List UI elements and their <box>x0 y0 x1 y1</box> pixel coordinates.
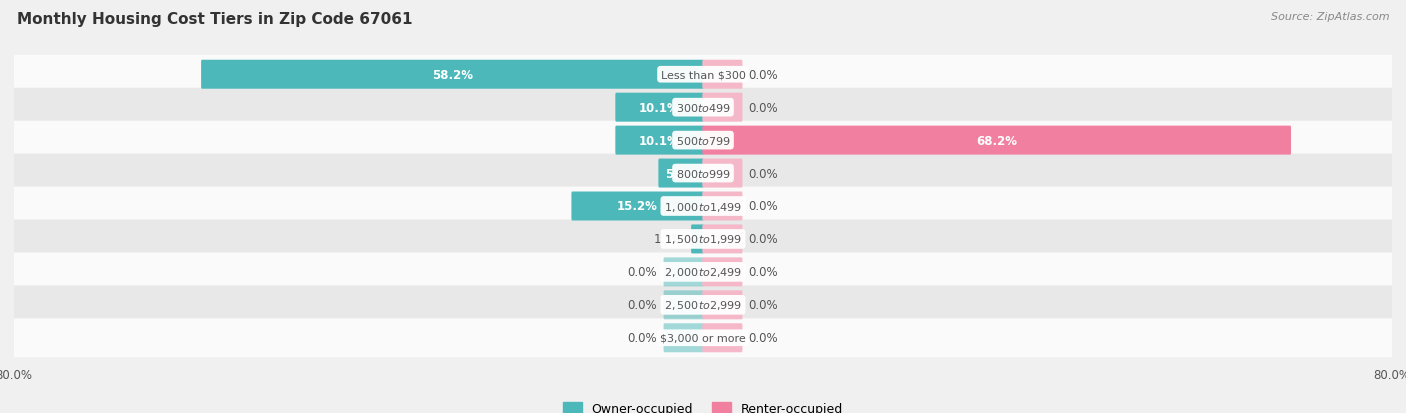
Text: 0.0%: 0.0% <box>748 332 779 344</box>
Text: $2,500 to $2,999: $2,500 to $2,999 <box>664 299 742 311</box>
FancyBboxPatch shape <box>13 154 1393 193</box>
FancyBboxPatch shape <box>201 61 703 90</box>
FancyBboxPatch shape <box>13 286 1393 325</box>
Text: 0.0%: 0.0% <box>627 299 658 311</box>
Text: 5.1%: 5.1% <box>665 167 697 180</box>
FancyBboxPatch shape <box>703 258 742 287</box>
FancyBboxPatch shape <box>571 192 703 221</box>
FancyBboxPatch shape <box>13 121 1393 160</box>
Text: $2,000 to $2,499: $2,000 to $2,499 <box>664 266 742 279</box>
FancyBboxPatch shape <box>692 225 703 254</box>
Legend: Owner-occupied, Renter-occupied: Owner-occupied, Renter-occupied <box>558 397 848 413</box>
Text: 10.1%: 10.1% <box>640 102 681 114</box>
FancyBboxPatch shape <box>13 220 1393 259</box>
Text: 15.2%: 15.2% <box>617 200 658 213</box>
Text: 0.0%: 0.0% <box>748 200 779 213</box>
FancyBboxPatch shape <box>13 253 1393 292</box>
Text: 0.0%: 0.0% <box>748 233 779 246</box>
Text: 1.3%: 1.3% <box>654 233 683 246</box>
FancyBboxPatch shape <box>13 88 1393 127</box>
Text: 68.2%: 68.2% <box>976 134 1017 147</box>
Text: Source: ZipAtlas.com: Source: ZipAtlas.com <box>1271 12 1389 22</box>
Text: 0.0%: 0.0% <box>627 332 658 344</box>
Text: $500 to $799: $500 to $799 <box>675 135 731 147</box>
Text: 10.1%: 10.1% <box>640 134 681 147</box>
Text: $3,000 or more: $3,000 or more <box>661 333 745 343</box>
Text: 0.0%: 0.0% <box>627 266 658 279</box>
Text: 0.0%: 0.0% <box>748 102 779 114</box>
FancyBboxPatch shape <box>664 323 703 352</box>
Text: $800 to $999: $800 to $999 <box>675 168 731 180</box>
Text: 0.0%: 0.0% <box>748 299 779 311</box>
FancyBboxPatch shape <box>13 187 1393 226</box>
FancyBboxPatch shape <box>13 318 1393 357</box>
FancyBboxPatch shape <box>703 291 742 320</box>
Text: 0.0%: 0.0% <box>748 69 779 81</box>
FancyBboxPatch shape <box>703 93 742 122</box>
FancyBboxPatch shape <box>13 56 1393 95</box>
FancyBboxPatch shape <box>703 61 742 90</box>
Text: Monthly Housing Cost Tiers in Zip Code 67061: Monthly Housing Cost Tiers in Zip Code 6… <box>17 12 412 27</box>
FancyBboxPatch shape <box>658 159 703 188</box>
Text: Less than $300: Less than $300 <box>661 70 745 80</box>
FancyBboxPatch shape <box>703 159 742 188</box>
FancyBboxPatch shape <box>664 291 703 320</box>
Text: 0.0%: 0.0% <box>748 167 779 180</box>
Text: 58.2%: 58.2% <box>432 69 472 81</box>
Text: $1,000 to $1,499: $1,000 to $1,499 <box>664 200 742 213</box>
FancyBboxPatch shape <box>616 126 703 155</box>
FancyBboxPatch shape <box>703 225 742 254</box>
Text: $300 to $499: $300 to $499 <box>675 102 731 114</box>
FancyBboxPatch shape <box>664 258 703 287</box>
Text: $1,500 to $1,999: $1,500 to $1,999 <box>664 233 742 246</box>
FancyBboxPatch shape <box>703 192 742 221</box>
FancyBboxPatch shape <box>616 93 703 122</box>
FancyBboxPatch shape <box>703 323 742 352</box>
Text: 0.0%: 0.0% <box>748 266 779 279</box>
FancyBboxPatch shape <box>703 126 1291 155</box>
